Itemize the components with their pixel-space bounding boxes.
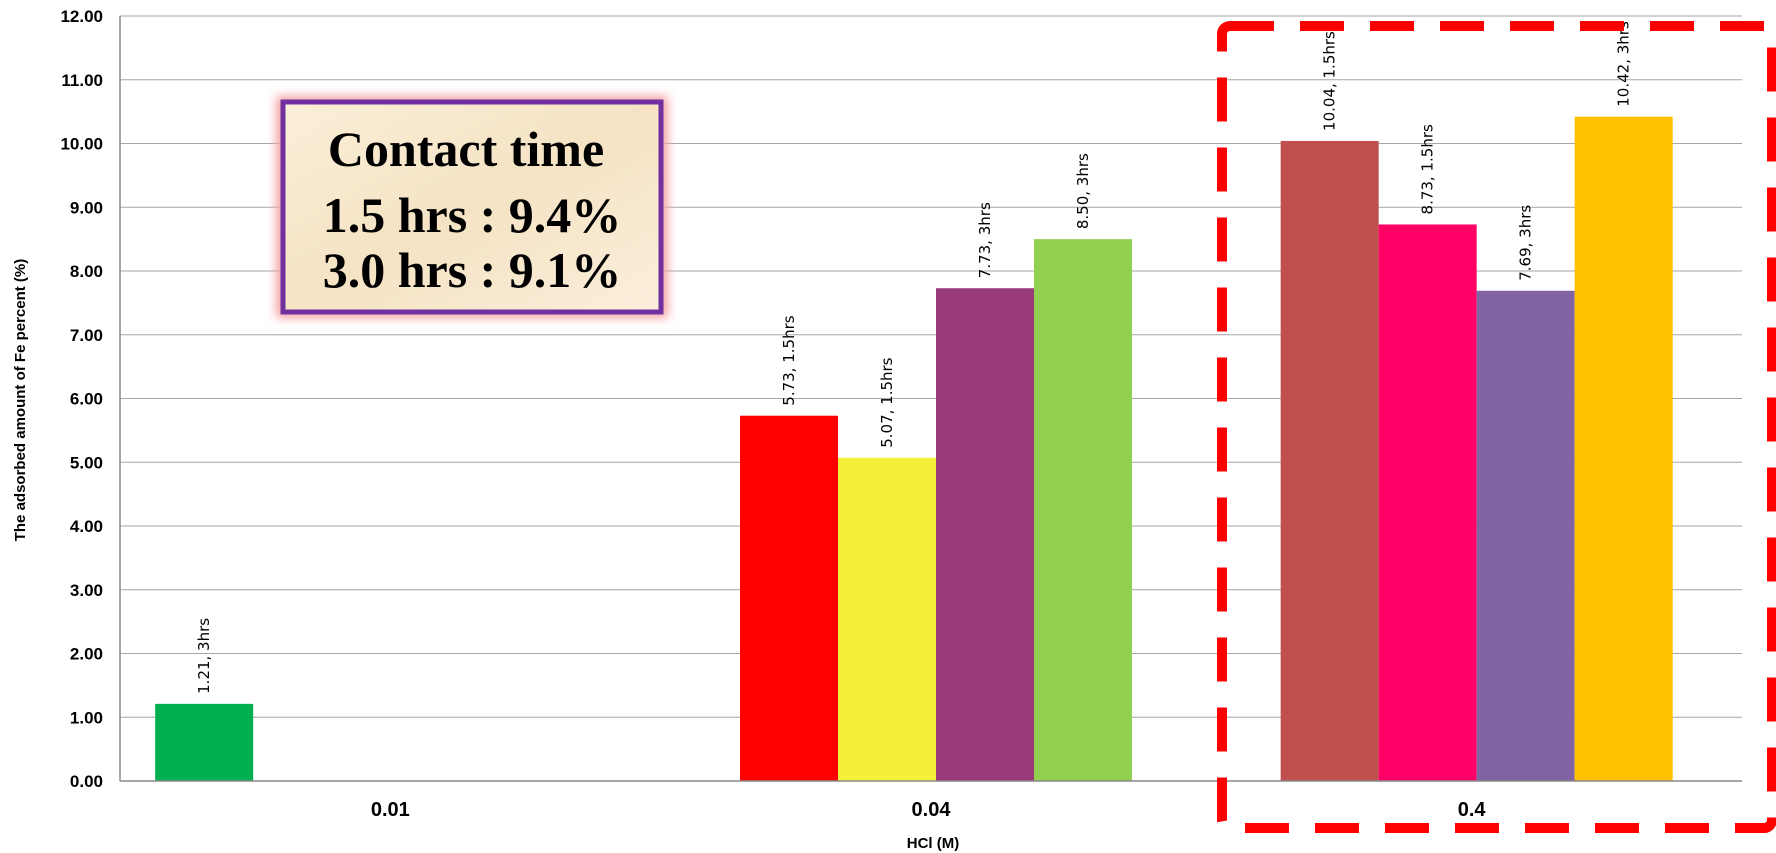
x-category-label: 0.04 (912, 799, 952, 821)
callout-line-1: Contact time (328, 121, 604, 177)
y-tick-label: 0.00 (70, 772, 103, 791)
bar (1034, 239, 1132, 781)
y-tick-label: 6.00 (70, 390, 103, 409)
data-label: 5.07, 1.5hrs (878, 357, 896, 447)
y-tick-label: 5.00 (70, 453, 103, 472)
x-axis-title: HCl (M) (907, 835, 960, 852)
y-tick-label: 7.00 (70, 326, 103, 345)
data-label: 10.04, 1.5hrs (1321, 31, 1339, 131)
data-label: 1.21, 3hrs (195, 618, 213, 694)
callout-line-2: 1.5 hrs : 9.4% (323, 187, 622, 243)
bar (740, 415, 838, 781)
data-label: 7.73, 3hrs (976, 202, 994, 278)
y-tick-label: 12.00 (60, 7, 103, 26)
y-tick-label: 4.00 (70, 517, 103, 536)
y-axis-title: The adsorbed amount of Fe percent (%) (12, 259, 29, 542)
y-tick-label: 2.00 (70, 645, 103, 664)
y-tick-label: 10.00 (60, 135, 103, 154)
bar (1574, 116, 1673, 782)
contact-time-callout: Contact time 1.5 hrs : 9.4% 3.0 hrs : 9.… (276, 96, 668, 318)
y-tick-label: 8.00 (70, 262, 103, 281)
bar (1378, 224, 1477, 781)
x-category-label: 0.01 (371, 799, 410, 821)
data-label: 10.42, 3hrs (1615, 21, 1633, 107)
bar (1280, 140, 1379, 781)
data-label: 5.73, 1.5hrs (780, 315, 798, 405)
callout-box (280, 99, 664, 315)
bar (155, 703, 254, 781)
y-axis-ticks: 0.00 1.00 2.00 3.00 4.00 5.00 6.00 7.00 8.00 9.00… (60, 7, 103, 791)
bar (1476, 290, 1575, 781)
x-category-label: 0.4 (1458, 799, 1487, 821)
y-tick-label: 11.00 (61, 71, 103, 90)
bar (838, 457, 936, 781)
data-label: 7.69, 3hrs (1517, 205, 1535, 281)
data-label: 8.50, 3hrs (1074, 153, 1092, 229)
callout-line-3: 3.0 hrs : 9.1% (323, 242, 622, 298)
bar (936, 288, 1034, 781)
y-tick-label: 3.00 (70, 581, 103, 600)
y-tick-label: 9.00 (70, 198, 103, 217)
highlight-box (1217, 21, 1776, 833)
x-axis-categories: 0.01 0.04 0.4 (371, 799, 1487, 821)
data-label: 8.73, 1.5hrs (1419, 124, 1437, 214)
data-labels: 1.21, 3hrs 5.73, 1.5hrs 5.07, 1.5hrs 7.73, … (195, 21, 1632, 694)
bars (155, 116, 1673, 782)
y-tick-label: 1.00 (70, 708, 103, 727)
